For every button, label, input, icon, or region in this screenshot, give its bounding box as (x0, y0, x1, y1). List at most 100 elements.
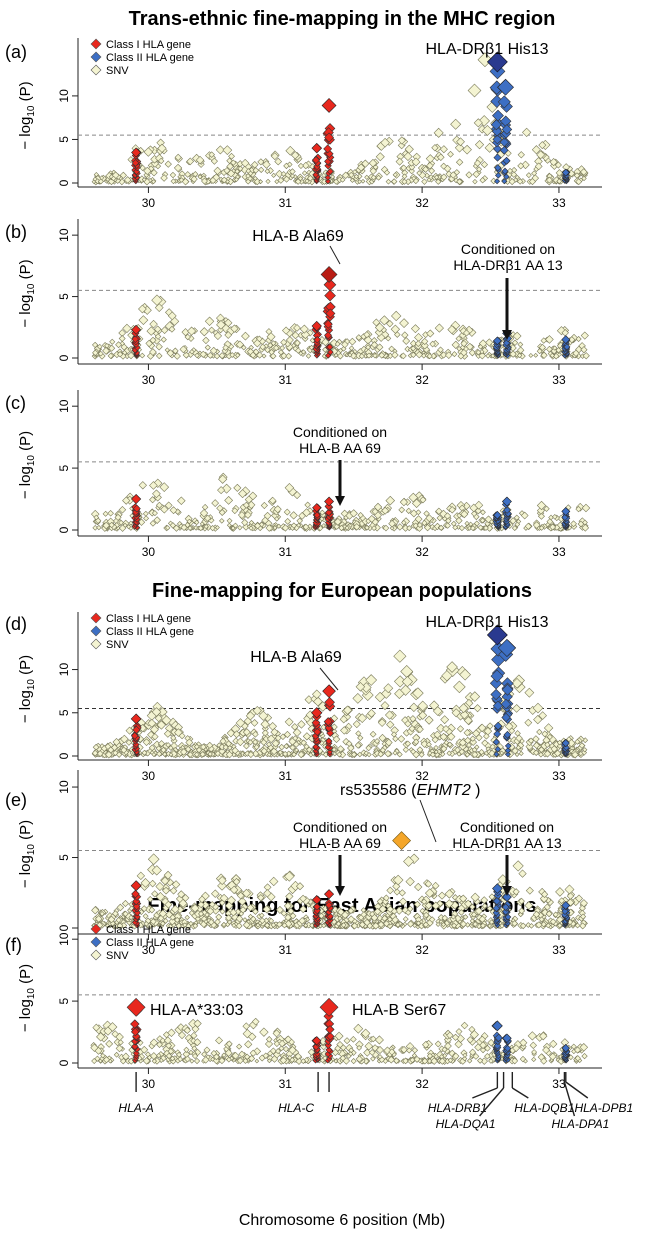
hla-point (490, 669, 504, 683)
snv-point (443, 739, 450, 746)
snv-point (108, 344, 116, 352)
snv-point (118, 524, 127, 532)
snv-point (333, 352, 339, 358)
snv-point (367, 515, 376, 523)
snv-point (244, 750, 251, 757)
snv-point (349, 177, 355, 183)
snv-point (231, 507, 239, 515)
snv-point (292, 728, 302, 737)
snv-point (120, 746, 128, 754)
legend-snv-marker (90, 949, 102, 961)
x-tick-label: 31 (279, 1077, 293, 1091)
snv-point (553, 749, 562, 757)
snv-point (574, 738, 581, 745)
snv-point (195, 155, 205, 165)
snv-point (469, 691, 481, 702)
snv-point (541, 730, 549, 738)
snv-point (151, 510, 158, 517)
snv-point (386, 886, 395, 895)
snv-points (91, 294, 590, 360)
snv-point (440, 745, 448, 753)
hla-point (499, 145, 509, 155)
snv-point (248, 525, 254, 531)
snv-point (118, 519, 124, 526)
snv-point (433, 749, 439, 755)
snv-point (234, 177, 239, 182)
snv-point (308, 344, 315, 351)
snv-point (532, 702, 544, 714)
snv-point (270, 747, 278, 756)
snv-point (252, 706, 262, 716)
snv-point (357, 179, 363, 184)
snv-point (172, 347, 179, 355)
annotation-leader (329, 245, 341, 265)
snv-point (582, 352, 590, 360)
snv-point (575, 178, 583, 186)
hla-point (313, 335, 322, 344)
snv-point (166, 349, 175, 358)
snv-point (264, 168, 271, 175)
snv-point (260, 501, 268, 510)
snv-point (170, 178, 177, 185)
snv-point (479, 177, 486, 184)
snv-point (397, 735, 406, 743)
hla-point (494, 746, 502, 753)
snv-point (479, 509, 486, 516)
snv-point (138, 315, 149, 326)
snv-point (200, 743, 207, 751)
snv-point (355, 681, 366, 692)
snv-point (399, 318, 409, 329)
snv-point (334, 341, 341, 347)
snv-point (460, 1021, 469, 1030)
hla-peak-point (493, 336, 502, 346)
snv-point (164, 501, 173, 510)
snv-point (376, 333, 386, 342)
snv-point (115, 341, 122, 349)
snv-point (189, 1058, 195, 1064)
snv-point (437, 153, 445, 162)
snv-point (363, 750, 369, 756)
snv-point (475, 734, 483, 742)
snv-point (421, 178, 428, 185)
snv-point (224, 318, 233, 327)
snv-point (517, 151, 525, 159)
snv-point (232, 730, 241, 739)
snv-point (521, 160, 530, 170)
snv-point (401, 178, 408, 185)
snv-point (149, 481, 158, 490)
snv-point (210, 157, 218, 165)
snv-point (285, 336, 294, 344)
snv-point (388, 345, 395, 353)
snv-point (412, 687, 424, 699)
snv-point (374, 1035, 384, 1045)
x-tick-label: 33 (552, 943, 566, 957)
snv-point (300, 349, 307, 355)
snv-point (262, 160, 271, 169)
snv-point (273, 505, 282, 514)
hla-point (312, 156, 320, 164)
snv-point (348, 337, 357, 346)
snv-point (496, 742, 504, 751)
snv-point (581, 524, 590, 532)
snv-point (274, 516, 280, 522)
snv-point (415, 351, 423, 359)
snv-point (291, 723, 299, 731)
hla-point (563, 343, 571, 351)
snv-point (279, 733, 287, 741)
snv-point (540, 351, 548, 359)
hla-point (501, 683, 514, 696)
legend-snv-marker (90, 64, 102, 76)
hla-point (324, 174, 331, 181)
snv-point (224, 331, 233, 339)
snv-point (459, 710, 470, 720)
y-axis-label: − log10 (P) (17, 820, 37, 888)
snv-point (247, 170, 254, 177)
snv-point (401, 173, 408, 180)
snv-point (399, 352, 407, 360)
snv-point (302, 732, 311, 741)
snv-point (478, 351, 487, 360)
snv-point (465, 171, 473, 179)
hla-point (323, 278, 337, 292)
snv-point (411, 157, 421, 167)
